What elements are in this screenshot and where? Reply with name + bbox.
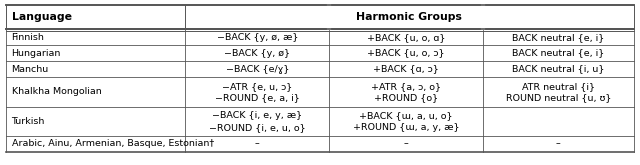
Text: +BACK {ɑ, ɔ}: +BACK {ɑ, ɔ} [373, 65, 439, 74]
Text: Harmonic Groups: Harmonic Groups [356, 12, 462, 22]
Text: −BACK {e/ɣ}: −BACK {e/ɣ} [225, 65, 289, 74]
Text: +ATR {a, ɔ, o}
+ROUND {o}: +ATR {a, ɔ, o} +ROUND {o} [371, 82, 441, 102]
Text: Finnish: Finnish [12, 33, 44, 42]
Text: Khalkha Mongolian: Khalkha Mongolian [12, 87, 101, 96]
Text: BACK neutral {i, u}: BACK neutral {i, u} [512, 65, 605, 74]
Text: Arabic, Ainu, Armenian, Basque, Estonian†: Arabic, Ainu, Armenian, Basque, Estonian… [12, 139, 214, 148]
Text: +BACK {ɯ, a, u, o}
+ROUND {ɯ, a, y, æ}: +BACK {ɯ, a, u, o} +ROUND {ɯ, a, y, æ} [353, 111, 460, 132]
Text: −ATR {e, u, ɔ}
−ROUND {e, a, i}: −ATR {e, u, ɔ} −ROUND {e, a, i} [215, 82, 300, 102]
Text: −BACK {y, ø, æ}: −BACK {y, ø, æ} [216, 33, 298, 42]
Text: +BACK {u, o, ɑ}: +BACK {u, o, ɑ} [367, 33, 445, 42]
Text: –: – [556, 139, 561, 148]
Text: –: – [404, 139, 408, 148]
Text: Manchu: Manchu [12, 65, 49, 74]
Text: −BACK {i, e, y, æ}
−ROUND {i, e, u, o}: −BACK {i, e, y, æ} −ROUND {i, e, u, o} [209, 111, 305, 132]
Text: Hungarian: Hungarian [12, 49, 61, 58]
Text: Turkish: Turkish [12, 117, 45, 126]
Text: BACK neutral {e, i}: BACK neutral {e, i} [512, 49, 604, 58]
Text: BACK neutral {e, i}: BACK neutral {e, i} [512, 33, 604, 42]
Text: +BACK {u, o, ɔ}: +BACK {u, o, ɔ} [367, 49, 445, 58]
Text: ATR neutral {i}
ROUND neutral {u, ʊ}: ATR neutral {i} ROUND neutral {u, ʊ} [506, 82, 611, 102]
Text: −BACK {y, ø}: −BACK {y, ø} [224, 49, 291, 58]
Text: Language: Language [12, 12, 72, 22]
Text: –: – [255, 139, 260, 148]
